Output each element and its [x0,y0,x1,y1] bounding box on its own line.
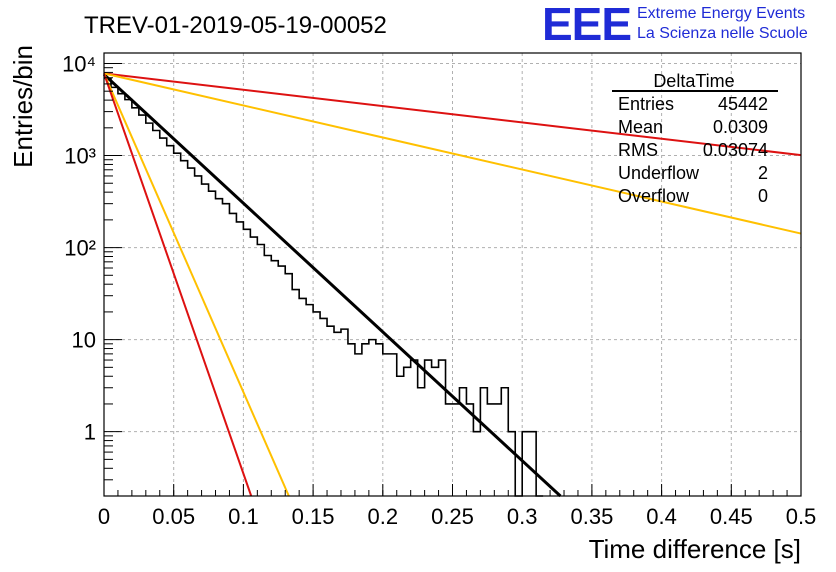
x-tick-label: 0.25 [431,504,474,529]
x-tick-label: 0.1 [228,504,259,529]
stats-row-rms: RMS 0.03074 [618,140,768,160]
stats-label-overflow: Overflow [618,186,690,206]
histogram-outline [104,77,544,497]
histogram [104,77,544,497]
stats-value-mean: 0.0309 [713,117,768,137]
y-tick-label: 10² [64,236,96,261]
logo-mark: EEE [542,0,631,50]
x-tick-label: 0.5 [786,504,817,529]
stats-row-mean: Mean 0.0309 [618,117,768,137]
stats-value-overflow: 0 [758,186,768,206]
stats-row-entries: Entries 45442 [618,94,768,114]
logo-line-1: Extreme Energy Events [637,5,805,22]
x-axis-title: Time difference [s] [589,534,801,564]
x-tick-label: 0.15 [292,504,335,529]
y-tick-label: 10 [72,328,96,353]
stats-value-underflow: 2 [758,163,768,183]
stats-label-mean: Mean [618,117,663,137]
x-tick-label: 0.2 [368,504,399,529]
stats-value-entries: 45442 [718,94,768,114]
stats-label-underflow: Underflow [618,163,700,183]
series-line-0 [102,73,562,498]
x-tick-label: 0.3 [507,504,538,529]
stats-box-title: DeltaTime [653,71,734,91]
y-tick-label: 10⁴ [62,51,96,76]
fit-lines [102,72,802,498]
series-line-2 [103,72,802,235]
y-tick-labels: 1 10 10² 10³ 10⁴ [62,51,96,444]
axis-ticks [103,62,802,497]
x-tick-label: 0.35 [570,504,613,529]
stats-label-rms: RMS [618,140,658,160]
x-tick-label: 0.45 [710,504,753,529]
x-tick-label: 0.4 [646,504,677,529]
logo-line-2: La Scienza nelle Scuole [637,25,808,42]
stats-value-rms: 0.03074 [703,140,768,160]
stats-box: DeltaTime Entries 45442 Mean 0.0309 RMS … [612,71,778,206]
series-line-1 [103,72,802,157]
x-tick-label: 0.05 [152,504,195,529]
y-tick-label: 1 [84,420,96,445]
stats-label-entries: Entries [618,94,674,114]
series-line-4 [103,73,253,497]
series-line-3 [103,73,290,497]
x-tick-labels: 0 0.05 0.1 0.15 0.2 0.25 0.3 0.35 0.4 0.45 0.5 [98,504,816,529]
logo: EEE Extreme Energy Events La Scienza nel… [542,0,808,50]
y-tick-label: 10³ [64,144,96,169]
chart-title: TREV-01-2019-05-19-00052 [84,12,387,39]
y-axis-title: Entries/bin [8,45,38,168]
x-tick-label: 0 [98,504,110,529]
stats-row-overflow: Overflow 0 [618,186,768,206]
stats-row-underflow: Underflow 2 [618,163,768,183]
